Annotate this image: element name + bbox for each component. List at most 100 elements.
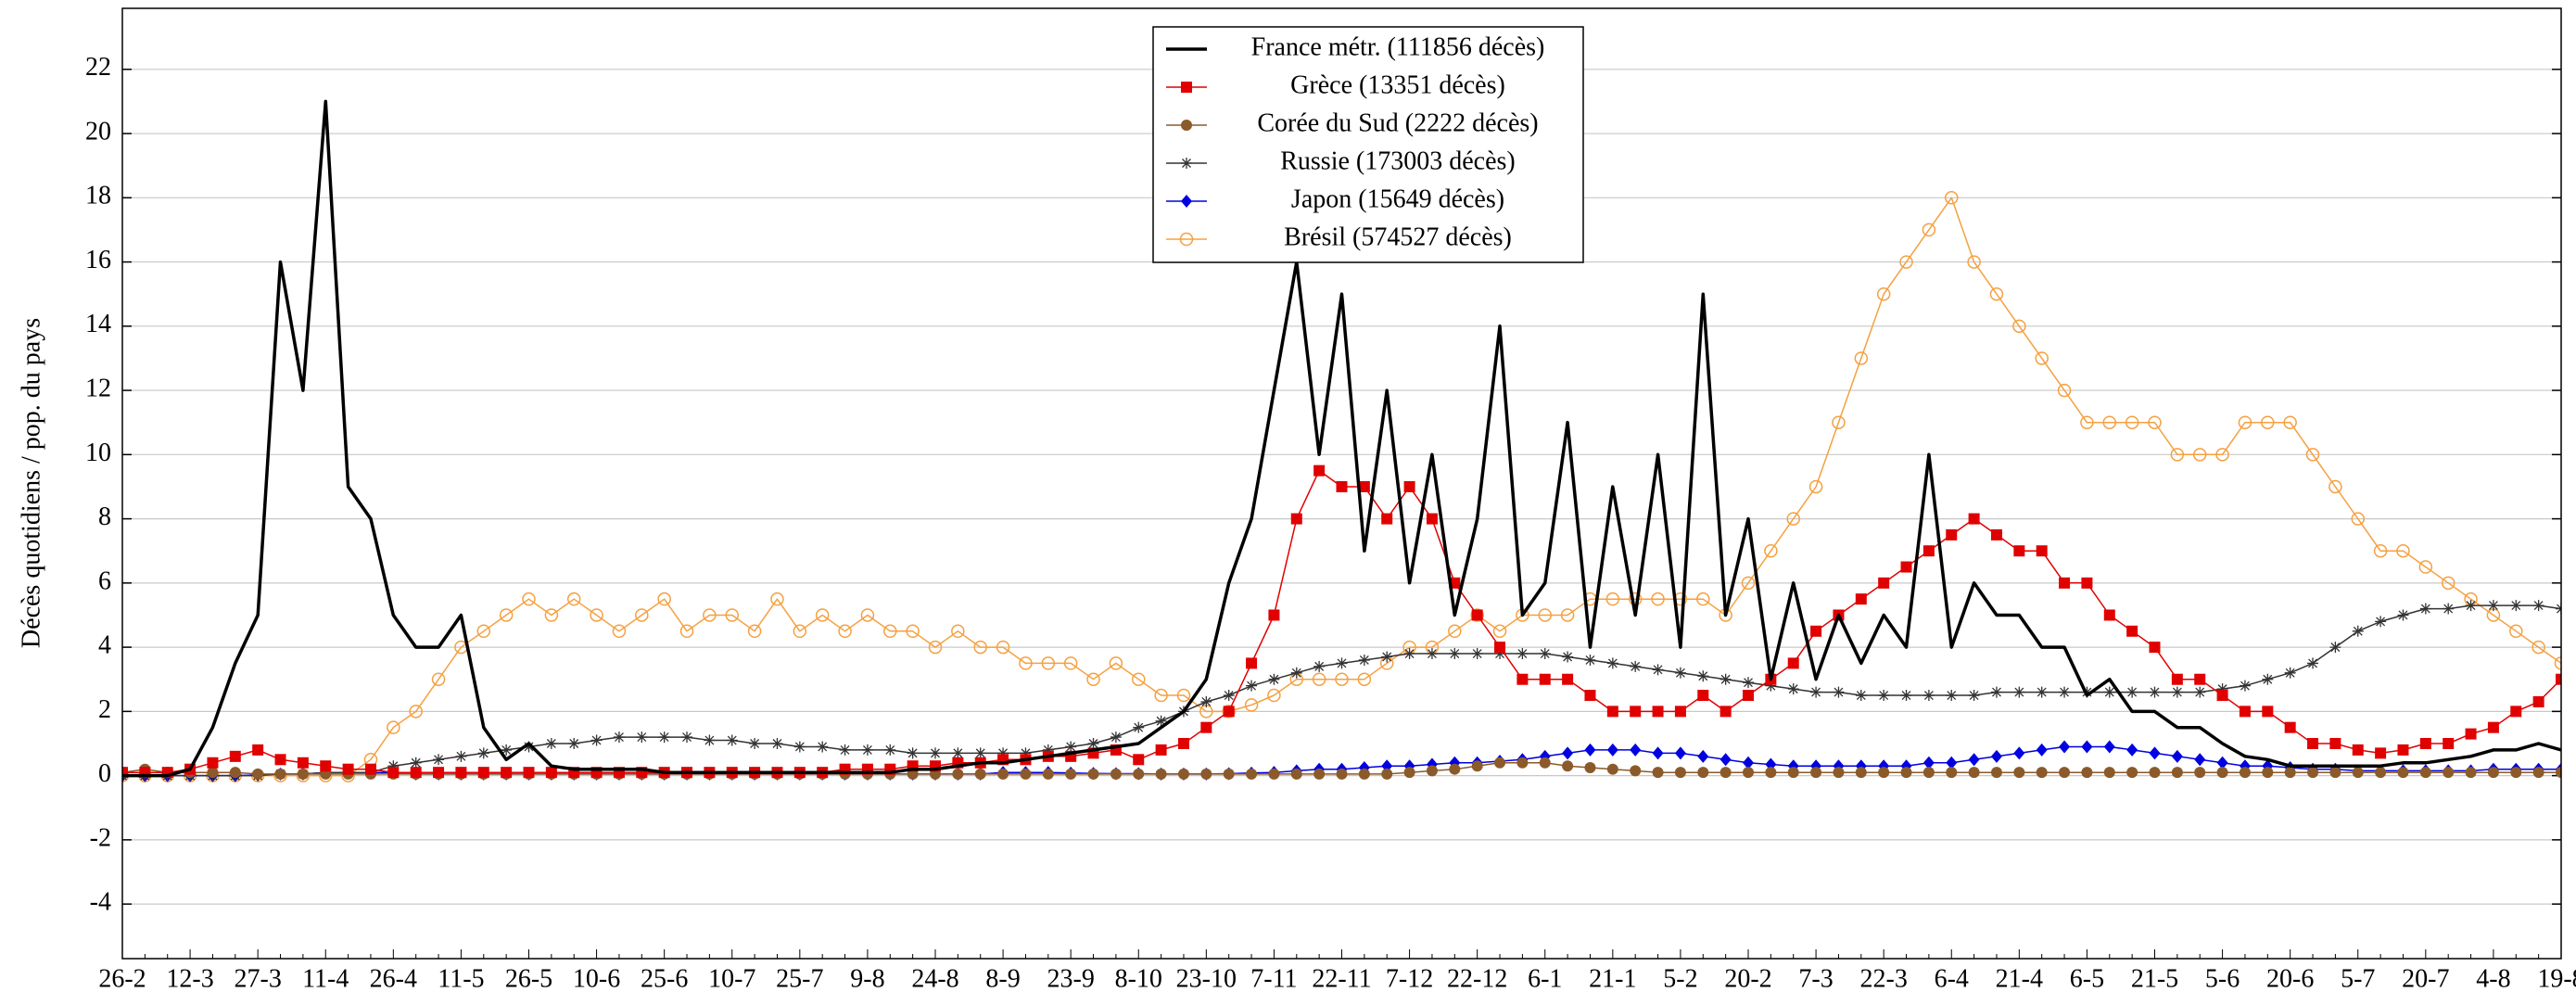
point-marker bbox=[2307, 767, 2319, 779]
y-tick-label: 4 bbox=[98, 631, 111, 660]
point-marker bbox=[1652, 746, 1664, 760]
point-marker bbox=[1177, 768, 1189, 780]
y-tick-label: -4 bbox=[90, 888, 111, 917]
point-marker bbox=[2126, 767, 2138, 779]
point-marker bbox=[2170, 448, 2185, 462]
point-marker bbox=[1516, 673, 1529, 685]
point-marker bbox=[1087, 768, 1099, 780]
point-marker bbox=[1176, 688, 1191, 703]
point-marker bbox=[2036, 545, 2048, 557]
point-marker bbox=[1087, 737, 1099, 749]
point-marker bbox=[2487, 600, 2499, 612]
point-marker bbox=[2465, 728, 2477, 740]
point-marker bbox=[2396, 543, 2410, 558]
point-marker bbox=[2441, 576, 2455, 591]
point-marker bbox=[1020, 747, 1032, 759]
point-marker bbox=[612, 624, 627, 639]
point-marker bbox=[2419, 603, 2431, 615]
x-tick-label: 5-7 bbox=[2341, 964, 2375, 987]
y-tick-label: 0 bbox=[98, 759, 111, 788]
point-marker bbox=[2081, 740, 2093, 754]
point-marker bbox=[1606, 763, 1618, 775]
point-marker bbox=[2125, 415, 2139, 429]
point-marker bbox=[1381, 513, 1393, 525]
point-marker bbox=[2397, 609, 2409, 621]
point-marker bbox=[2556, 673, 2561, 685]
x-tick-label: 24-8 bbox=[911, 964, 958, 987]
point-marker bbox=[229, 767, 241, 779]
point-marker bbox=[1855, 593, 1867, 605]
point-marker bbox=[2171, 749, 2183, 763]
x-tick-label: 9-8 bbox=[850, 964, 884, 987]
y-tick-label: 22 bbox=[85, 53, 111, 82]
point-marker bbox=[749, 737, 761, 749]
point-marker bbox=[1743, 756, 1754, 769]
point-marker bbox=[1313, 768, 1326, 780]
point-marker bbox=[2126, 743, 2138, 757]
point-marker bbox=[1833, 686, 1845, 698]
point-marker bbox=[1290, 667, 1302, 679]
x-tick-label: 6-5 bbox=[2070, 964, 2104, 987]
point-marker bbox=[2465, 600, 2477, 612]
x-tick-label: 25-7 bbox=[776, 964, 823, 987]
point-marker bbox=[1470, 608, 1484, 622]
point-marker bbox=[635, 608, 649, 622]
point-marker bbox=[1854, 351, 1869, 365]
point-marker bbox=[1922, 756, 1935, 769]
point-marker bbox=[252, 744, 264, 756]
point-marker bbox=[1606, 743, 1618, 757]
point-marker bbox=[1990, 767, 2002, 779]
point-marker bbox=[1042, 744, 1054, 756]
point-marker bbox=[725, 608, 739, 622]
point-marker bbox=[1155, 744, 1167, 756]
y-tick-label: 6 bbox=[98, 566, 111, 595]
point-marker bbox=[1358, 654, 1370, 666]
point-marker bbox=[1246, 768, 1258, 780]
point-marker bbox=[122, 767, 128, 779]
series-line bbox=[122, 604, 2561, 777]
point-marker bbox=[2239, 680, 2251, 692]
point-marker bbox=[2284, 767, 2296, 779]
point-marker bbox=[1110, 768, 1122, 780]
point-marker bbox=[906, 624, 920, 639]
point-marker bbox=[2352, 625, 2364, 637]
point-marker bbox=[861, 744, 873, 756]
point-marker bbox=[2465, 767, 2477, 779]
point-marker bbox=[704, 734, 716, 746]
point-marker bbox=[1697, 767, 1709, 779]
point-marker bbox=[409, 705, 423, 719]
x-tick-label: 22-12 bbox=[1447, 964, 1507, 987]
point-marker bbox=[1743, 690, 1754, 702]
point-marker bbox=[1109, 656, 1123, 670]
point-marker bbox=[2103, 609, 2115, 621]
point-marker bbox=[1765, 680, 1777, 692]
point-marker bbox=[2284, 721, 2296, 733]
plot-frame bbox=[121, 7, 2562, 960]
point-marker bbox=[952, 747, 964, 759]
legend-label: Russie (173003 décès) bbox=[1280, 146, 1516, 175]
point-marker bbox=[477, 767, 489, 779]
x-tick-label: 11-5 bbox=[438, 964, 484, 987]
point-marker bbox=[1697, 749, 1709, 763]
point-marker bbox=[590, 608, 603, 622]
point-marker bbox=[207, 767, 219, 779]
point-marker bbox=[974, 747, 986, 759]
point-marker bbox=[1630, 660, 1642, 672]
point-marker bbox=[2126, 686, 2138, 698]
point-marker bbox=[815, 608, 830, 622]
point-marker bbox=[2329, 479, 2342, 494]
point-marker bbox=[1336, 768, 1348, 780]
point-marker bbox=[2351, 512, 2365, 526]
x-tick-label: 20-6 bbox=[2266, 964, 2314, 987]
point-marker bbox=[2036, 686, 2048, 698]
point-marker bbox=[726, 734, 738, 746]
point-marker bbox=[1381, 768, 1393, 780]
point-marker bbox=[1967, 255, 1981, 269]
point-marker bbox=[1652, 664, 1664, 676]
point-marker bbox=[2102, 415, 2117, 429]
point-marker bbox=[1922, 545, 1935, 557]
point-marker bbox=[2194, 686, 2206, 698]
point-marker bbox=[410, 767, 422, 779]
point-marker bbox=[1946, 767, 1958, 779]
